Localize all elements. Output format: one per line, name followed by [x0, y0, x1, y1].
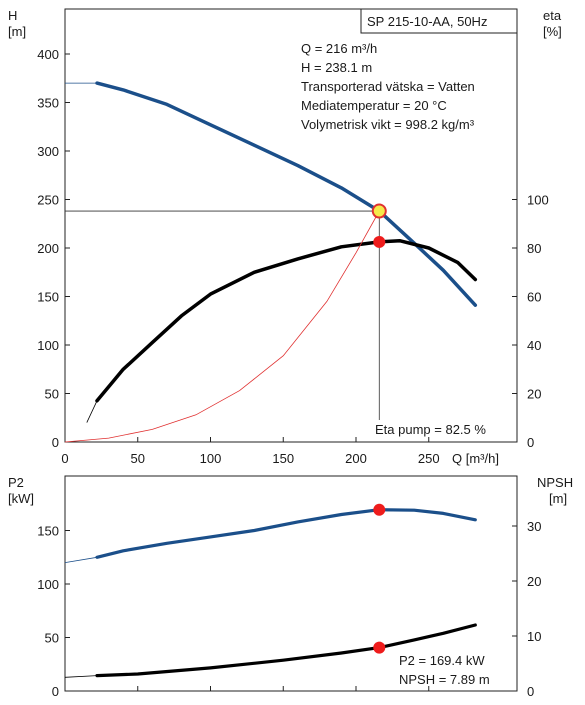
eta-pump-label: Eta pump = 82.5 % — [375, 422, 486, 437]
info-line-density: Volymetrisk vikt = 998.2 kg/m³ — [301, 117, 475, 132]
h-tick-label: 50 — [45, 387, 59, 402]
p2-point-marker — [373, 503, 386, 516]
q-axis-title: Q [m³/h] — [452, 451, 499, 466]
eta-tick-label: 80 — [527, 241, 541, 256]
h-axis-unit: [m] — [8, 24, 26, 39]
npsh-curve-leadin — [64, 675, 98, 678]
h-tick-label: 200 — [37, 241, 59, 256]
x-tick-label: 200 — [345, 451, 367, 466]
npsh-point-marker — [373, 641, 386, 654]
head-curve — [95, 81, 478, 307]
h-tick-label: 300 — [37, 144, 59, 159]
p2-tick-label: 100 — [37, 577, 59, 592]
h-tick-label: 0 — [52, 435, 59, 450]
info-line-npsh: NPSH = 7.89 m — [399, 672, 490, 687]
system-curve — [64, 210, 380, 443]
p2-tick-label: 0 — [52, 684, 59, 699]
p2-curve — [95, 508, 477, 559]
p2-axis-unit: [kW] — [8, 491, 34, 506]
x-tick-label: 100 — [200, 451, 222, 466]
h-tick-label: 150 — [37, 290, 59, 305]
eta-axis-title: eta — [543, 8, 562, 23]
p2-axis-title: P2 — [8, 475, 24, 490]
h-tick-label: 250 — [37, 193, 59, 208]
efficiency-curve-leadin — [86, 400, 98, 423]
title-box — [360, 8, 518, 34]
ticks-layer: 0 50 100 150 200 2500501001502002503003504000… — [37, 47, 548, 699]
x-tick-label: 0 — [61, 451, 68, 466]
p2-tick-label: 150 — [37, 524, 59, 539]
npsh-tick-label: 30 — [527, 519, 541, 534]
info-line-h: H = 238.1 m — [301, 60, 372, 75]
duty-point-marker — [371, 203, 387, 219]
info-line-temp: Mediatemperatur = 20 °C — [301, 98, 447, 113]
markers-layer — [65, 203, 387, 654]
eta-tick-label: 20 — [527, 387, 541, 402]
eta-axis-unit: [%] — [543, 24, 562, 39]
npsh-tick-label: 0 — [527, 684, 534, 699]
p2-tick-label: 50 — [45, 631, 59, 646]
npsh-axis-unit: [m] — [549, 491, 567, 506]
x-tick-label: 250 — [418, 451, 440, 466]
h-axis-title: H — [8, 8, 17, 23]
eta-point-marker — [373, 235, 386, 248]
x-tick-label: 50 — [131, 451, 145, 466]
npsh-tick-label: 10 — [527, 629, 541, 644]
efficiency-curve — [95, 238, 478, 403]
top-plot-frame — [64, 8, 518, 443]
npsh-curve — [95, 623, 477, 678]
h-tick-label: 400 — [37, 47, 59, 62]
npsh-tick-label: 20 — [527, 574, 541, 589]
eta-tick-label: 60 — [527, 290, 541, 305]
p2-curve-leadin — [64, 556, 98, 563]
eta-tick-label: 40 — [527, 338, 541, 353]
eta-tick-label: 0 — [527, 435, 534, 450]
info-line-fluid: Transporterad vätska = Vatten — [301, 79, 475, 94]
h-tick-label: 100 — [37, 338, 59, 353]
npsh-axis-title: NPSH — [537, 475, 573, 490]
h-tick-label: 350 — [37, 96, 59, 111]
info-line-p2: P2 = 169.4 kW — [399, 653, 485, 668]
chart-title: SP 215-10-AA, 50Hz — [367, 14, 487, 29]
eta-tick-label: 100 — [527, 193, 549, 208]
curves-layer — [64, 81, 478, 678]
info-line-q: Q = 216 m³/h — [301, 41, 377, 56]
x-tick-label: 150 — [272, 451, 294, 466]
